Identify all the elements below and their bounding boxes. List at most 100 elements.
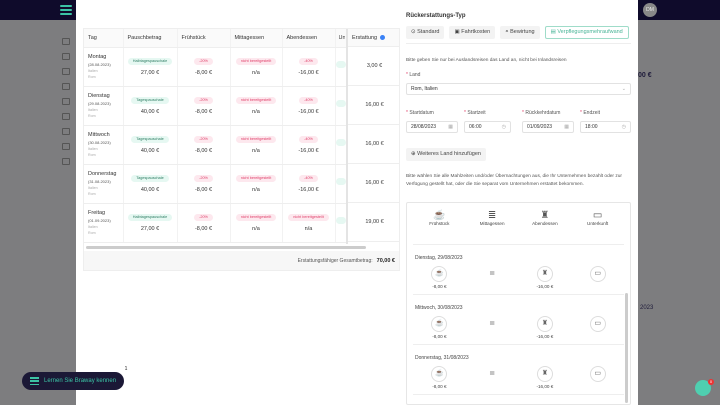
lodging-toggle[interactable]: ▭	[589, 266, 606, 282]
value: -8,00 €	[194, 69, 213, 76]
breakfast-toggle[interactable]: ☕	[431, 316, 448, 332]
date: (31.08.2023)	[88, 178, 111, 184]
value: -8,00 €	[194, 225, 213, 232]
start-time-input[interactable]: 06:00 ◷	[464, 121, 511, 133]
value: 40,00 €	[140, 147, 160, 154]
start-date-input[interactable]: 28/08/2023 ▦	[406, 121, 458, 133]
status-pill: -20%	[194, 57, 213, 65]
value: 27,00 €	[140, 225, 160, 232]
meal-day: Dienstag, 29/08/2023 ☕ -8,00 € ≣ ♜ -16,00 …	[413, 245, 624, 295]
breakfast-toggle[interactable]: ☕	[431, 366, 448, 382]
lodging-toggle[interactable]: ▭	[589, 366, 606, 382]
value: -8,00 €	[194, 147, 213, 154]
value: 40,00 €	[140, 108, 160, 115]
value: -8,00 €	[194, 108, 213, 115]
nav-icon[interactable]	[62, 38, 70, 45]
refund-cell: 16,00 €	[348, 125, 399, 164]
lunch-toggle[interactable]: ≣	[489, 320, 496, 327]
value: 27,00 €	[140, 69, 160, 76]
value: -16,00 €	[298, 147, 319, 154]
nav-icon[interactable]	[62, 98, 70, 105]
date: (01.09.2023)	[88, 217, 111, 223]
status-pill: -40%	[299, 96, 318, 104]
day: Freitag	[88, 209, 106, 216]
type-selector: ⊙ Standard ▣ Fahrtkosten ◓ Bewirtung ▤ V…	[406, 26, 629, 39]
dinner-toggle[interactable]: ♜	[536, 316, 553, 332]
meals-header: ☕ Frühstück ≣ Mittagessen ♜ Abendessen ▭ Unt…	[413, 203, 624, 245]
calendar-icon: ▦	[564, 124, 569, 130]
type-hospitality[interactable]: ◓ Bewirtung	[500, 26, 540, 39]
nav-icon[interactable]	[62, 83, 70, 90]
value: n/a	[252, 108, 260, 115]
nav-icon[interactable]	[62, 128, 70, 135]
meal-day-date: Donnerstag, 31/08/2023	[415, 355, 469, 361]
bed-icon: ▭	[592, 210, 603, 221]
refund-cell: 19,00 €	[348, 203, 399, 242]
lunch-toggle[interactable]: ≣	[489, 270, 496, 277]
status-pill: -20%	[194, 96, 213, 104]
nav-icon[interactable]	[62, 143, 70, 150]
status-pill: nicht bereitgestellt	[235, 96, 277, 104]
day: Montag	[88, 53, 107, 60]
city: Rom	[88, 191, 96, 196]
nav-icon[interactable]	[62, 158, 70, 165]
nav-icon[interactable]	[62, 68, 70, 75]
status-pill: Halbtagespauschale	[127, 213, 173, 221]
table-row: Donnerstag (31.08.2023) Italien Rom Tagespa…	[84, 164, 347, 204]
status-pill: Tagespauschale	[131, 135, 169, 143]
dinner-toggle[interactable]: ♜	[536, 266, 553, 282]
col-header: Frühstück	[177, 29, 231, 48]
clock-icon: ◷	[621, 124, 626, 130]
tour-badge: 1	[122, 365, 130, 373]
dinner-toggle[interactable]: ♜	[536, 366, 553, 382]
end-time-input[interactable]: 18:00 ◷	[580, 121, 631, 133]
breakfast-toggle[interactable]: ☕	[431, 266, 448, 282]
city: Rom	[88, 152, 96, 157]
chat-button[interactable]: 0	[695, 379, 714, 396]
table-row: Freitag (01.09.2023) Italien Rom Halbtagesp…	[84, 203, 347, 243]
vertical-scrollbar[interactable]	[625, 293, 628, 403]
breakfast-amount: -8,00 €	[432, 334, 447, 339]
menu-icon[interactable]	[60, 5, 72, 15]
status-pill: nicht bereitgestellt	[288, 213, 329, 221]
city: Rom	[88, 230, 96, 235]
info-icon[interactable]	[380, 35, 386, 40]
dinner-amount: -16,00 €	[536, 334, 554, 339]
status-pill: -40%	[299, 174, 318, 182]
col-header: Tag	[84, 29, 124, 48]
refund-column: Erstattung 3,00 €16,00 €16,00 €16,00 €19…	[346, 29, 399, 244]
add-country-button[interactable]: ⊕ Weiteres Land hinzufügen	[406, 148, 486, 161]
nav-icon[interactable]	[62, 53, 70, 60]
start-time-label: Startzeit	[464, 110, 485, 116]
horizontal-scrollbar[interactable]	[86, 246, 366, 249]
meal-day: Donnerstag, 31/08/2023 ☕ -8,00 € ≣ ♜ -16,0…	[413, 345, 624, 395]
refund-cell: 3,00 €	[348, 47, 399, 86]
type-per-diem[interactable]: ▤ Verpflegungsmehraufwand	[544, 26, 629, 39]
lunch-toggle[interactable]: ≣	[489, 370, 496, 377]
tour-button[interactable]: Lernen Sie Braway kennen 1	[22, 365, 130, 390]
meals-selector: ☕ Frühstück ≣ Mittagessen ♜ Abendessen ▭ Unt…	[406, 202, 631, 405]
total-value: 70,00 €	[376, 258, 395, 264]
type-travel-costs[interactable]: ▣ Fahrtkosten	[449, 26, 496, 39]
meal-day-date: Dienstag, 29/08/2023	[415, 255, 463, 261]
avatar[interactable]: DM	[643, 3, 657, 17]
value: -16,00 €	[298, 108, 319, 115]
divider	[406, 43, 631, 44]
day: Dienstag	[88, 92, 110, 99]
col-header-text: Unterkunft	[338, 34, 345, 41]
type-standard[interactable]: ⊙ Standard	[406, 26, 445, 39]
return-date-input[interactable]: 01/09/2023 ▦	[522, 121, 574, 133]
status-pill: nicht bereitgestellt	[235, 135, 277, 143]
status-pill: -40%	[299, 57, 318, 65]
col-header: Erstattung	[352, 34, 378, 41]
date: (28.08.2023)	[88, 61, 111, 67]
value: n/a	[304, 225, 313, 232]
land-select[interactable]: Rom, Italien ⌄	[406, 83, 631, 95]
lodging-toggle[interactable]: ▭	[589, 316, 606, 332]
status-pill: -20%	[194, 174, 213, 182]
col-header: Abendessen	[282, 29, 336, 48]
status-pill: nicht bereitgestellt	[235, 174, 277, 182]
nav-icon[interactable]	[62, 113, 70, 120]
city: Rom	[88, 113, 96, 118]
burger-icon: ≣	[487, 210, 497, 221]
